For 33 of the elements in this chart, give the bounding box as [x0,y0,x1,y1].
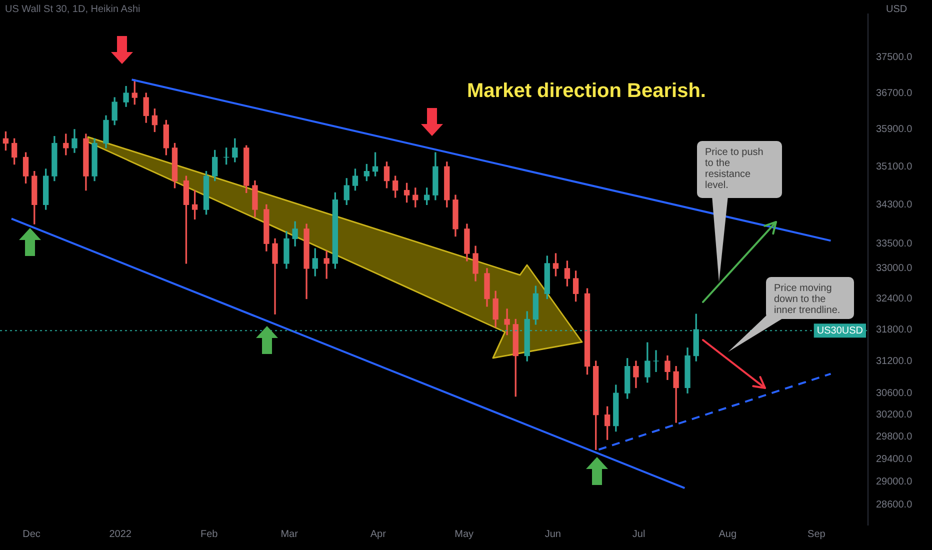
y-tick-label: 33500.0 [876,238,913,250]
y-axis-title: USD [886,4,908,15]
y-tick-label: 30600.0 [876,388,913,399]
x-tick-label: Jul [632,528,646,540]
x-tick-label: Feb [200,528,218,540]
y-tick-label: 29800.0 [876,432,913,443]
y-tick-label: 29400.0 [876,454,913,465]
x-tick-label: Aug [718,528,737,540]
x-tick-label: Sep [808,528,826,540]
x-tick-label: Dec [22,528,40,540]
y-tick-label: 31800.0 [876,324,913,336]
x-tick-label: Apr [370,528,387,540]
y-tick-label: 33000.0 [876,263,913,274]
x-tick-label: 2022 [109,528,132,540]
annotation: Market direction Bearish. [467,80,706,103]
y-tick-label: 35100.0 [876,161,913,172]
annotation: Price moving down to the inner trendline. [766,277,854,319]
y-tick-label: 30200.0 [876,410,913,421]
annotation: Price to push to the resistance level. [697,141,782,198]
chart-title: US Wall St 30, 1D, Heikin Ashi [5,4,140,15]
candlestick [653,350,659,372]
y-tick-label: 31200.0 [876,356,913,367]
y-tick-label: 37500.0 [876,52,913,64]
ref-line-label: US30USD [816,325,864,336]
y-tick-label: 28600.0 [876,499,913,510]
y-tick-label: 35900.0 [876,124,913,136]
x-tick-label: Mar [280,528,299,540]
x-tick-label: May [454,528,474,540]
y-tick-label: 32400.0 [876,293,913,304]
y-tick-label: 29000.0 [876,476,913,488]
y-tick-label: 34300.0 [876,199,913,210]
y-tick-label: 36700.0 [876,88,913,99]
x-tick-label: Jun [544,528,561,540]
